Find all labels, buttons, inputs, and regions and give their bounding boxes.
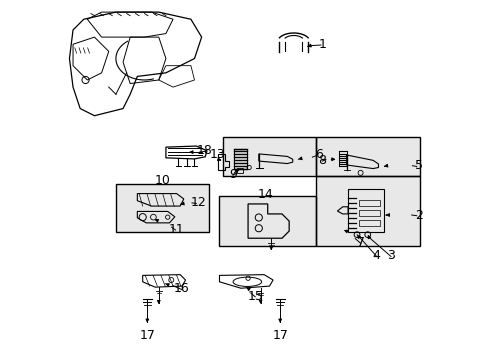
Bar [233, 149, 246, 168]
Bar [315, 137, 419, 176]
Bar [347, 189, 383, 232]
Text: 14: 14 [258, 188, 273, 201]
Text: 1: 1 [319, 38, 326, 51]
Bar [358, 200, 380, 206]
Bar [223, 137, 315, 176]
Text: 16: 16 [174, 283, 189, 296]
Bar [236, 168, 243, 173]
Text: 3: 3 [386, 249, 394, 262]
Text: 15: 15 [247, 289, 263, 303]
Text: 6: 6 [315, 148, 323, 162]
Text: 12: 12 [190, 196, 205, 210]
Bar [219, 196, 315, 246]
Bar [116, 184, 208, 232]
Bar [116, 184, 208, 232]
Bar [315, 176, 419, 246]
Text: 4: 4 [372, 249, 380, 262]
Bar [338, 151, 346, 166]
Bar [219, 196, 315, 246]
Text: 13: 13 [209, 148, 225, 162]
Text: 5: 5 [414, 159, 422, 172]
Bar [358, 210, 380, 216]
Text: 10: 10 [154, 174, 170, 186]
Text: 17: 17 [139, 329, 155, 342]
Bar [315, 176, 419, 246]
Text: 7: 7 [356, 236, 364, 249]
Bar [223, 137, 315, 176]
Text: 11: 11 [168, 223, 184, 236]
Text: 18: 18 [196, 144, 212, 157]
Bar [315, 137, 419, 176]
Text: 9: 9 [229, 168, 237, 181]
Bar [358, 220, 380, 226]
Text: 2: 2 [414, 209, 422, 222]
Text: 17: 17 [272, 329, 287, 342]
Text: 8: 8 [318, 154, 325, 167]
